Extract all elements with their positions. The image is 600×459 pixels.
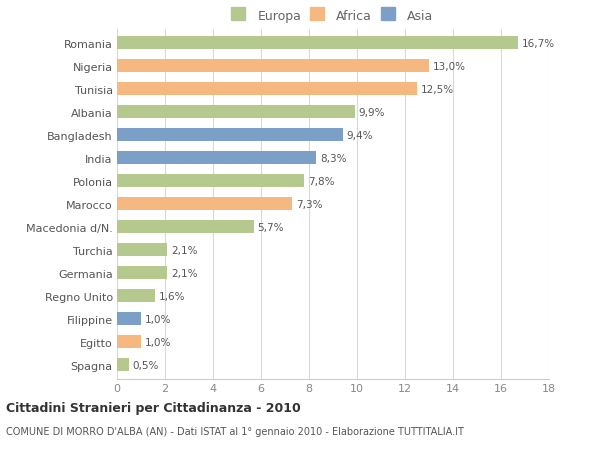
- Bar: [117, 60, 429, 73]
- Text: 8,3%: 8,3%: [320, 153, 346, 163]
- Text: Cittadini Stranieri per Cittadinanza - 2010: Cittadini Stranieri per Cittadinanza - 2…: [6, 401, 301, 414]
- Bar: [117, 37, 518, 50]
- Text: 5,7%: 5,7%: [257, 222, 284, 232]
- Text: 1,0%: 1,0%: [145, 337, 171, 347]
- Bar: [117, 336, 141, 348]
- Bar: [117, 267, 167, 280]
- Text: 0,5%: 0,5%: [133, 360, 159, 370]
- Text: 9,9%: 9,9%: [358, 107, 385, 118]
- Legend: Europa, Africa, Asia: Europa, Africa, Asia: [229, 6, 437, 27]
- Bar: [117, 221, 254, 234]
- Bar: [117, 129, 343, 142]
- Text: 12,5%: 12,5%: [421, 84, 454, 95]
- Text: 7,3%: 7,3%: [296, 199, 322, 209]
- Text: 2,1%: 2,1%: [171, 245, 197, 255]
- Bar: [117, 358, 129, 371]
- Text: 1,6%: 1,6%: [159, 291, 185, 301]
- Text: 9,4%: 9,4%: [346, 130, 373, 140]
- Bar: [117, 198, 292, 211]
- Bar: [117, 106, 355, 119]
- Text: 2,1%: 2,1%: [171, 268, 197, 278]
- Bar: [117, 83, 417, 96]
- Text: 7,8%: 7,8%: [308, 176, 334, 186]
- Text: 16,7%: 16,7%: [521, 39, 554, 49]
- Bar: [117, 175, 304, 188]
- Bar: [117, 290, 155, 302]
- Bar: [117, 244, 167, 257]
- Text: COMUNE DI MORRO D'ALBA (AN) - Dati ISTAT al 1° gennaio 2010 - Elaborazione TUTTI: COMUNE DI MORRO D'ALBA (AN) - Dati ISTAT…: [6, 426, 464, 436]
- Bar: [117, 152, 316, 165]
- Bar: [117, 313, 141, 325]
- Text: 13,0%: 13,0%: [433, 62, 466, 72]
- Text: 1,0%: 1,0%: [145, 314, 171, 324]
